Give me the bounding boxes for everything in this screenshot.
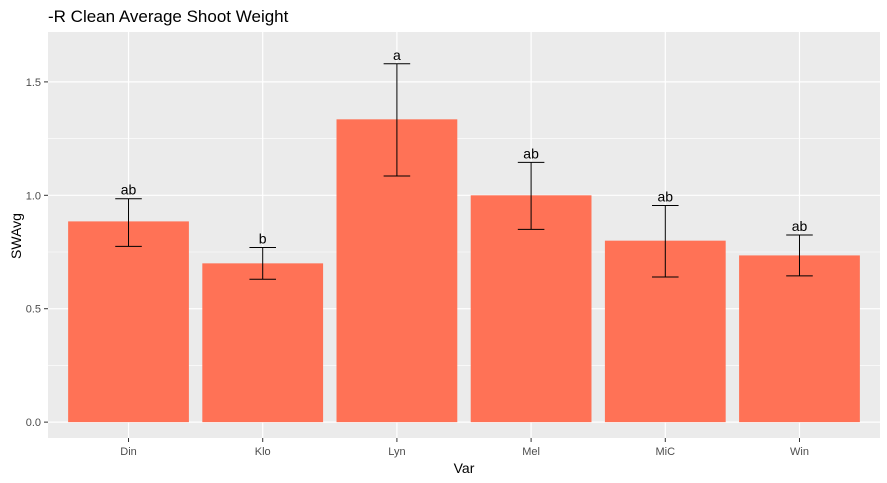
x-tick-label: Klo — [255, 446, 271, 458]
bars — [68, 119, 860, 423]
x-tick-label: MiC — [656, 446, 676, 458]
error-bar-mel — [517, 161, 545, 230]
y-tick-label: 1.5 — [26, 77, 41, 89]
error-bar-lyn — [383, 63, 411, 177]
error-bar-mic — [652, 205, 679, 278]
group-label: b — [259, 230, 267, 246]
group-label: ab — [121, 182, 137, 198]
bar-din — [68, 221, 189, 423]
error-bar-win — [786, 234, 813, 277]
bar-win — [739, 255, 860, 423]
error-bars — [115, 63, 813, 280]
error-bar-din — [115, 198, 142, 247]
y-axis: 0.0 0.5 1.0 1.5 — [26, 77, 48, 429]
group-label: ab — [792, 218, 808, 234]
x-tick-label: Mel — [522, 446, 540, 458]
chart-title: -R Clean Average Shoot Weight — [48, 7, 289, 26]
y-tick-label: 1.0 — [26, 190, 41, 202]
x-axis-title: Var — [454, 460, 475, 476]
bar-mel — [470, 195, 592, 423]
group-label: ab — [523, 145, 539, 161]
group-label: ab — [658, 189, 674, 205]
error-bar-klo — [249, 246, 276, 280]
x-tick-label: Win — [790, 446, 809, 458]
x-tick-label: Din — [120, 446, 137, 458]
group-labels: ab b a ab ab ab — [121, 47, 808, 247]
group-label: a — [393, 47, 401, 63]
y-tick-label: 0.0 — [26, 417, 41, 429]
bar-klo — [202, 263, 324, 423]
y-tick-label: 0.5 — [26, 304, 41, 316]
x-axis: Din Klo Lyn Mel MiC Win — [120, 438, 809, 458]
y-axis-title: SWAvg — [8, 213, 24, 259]
x-tick-label: Lyn — [388, 446, 405, 458]
